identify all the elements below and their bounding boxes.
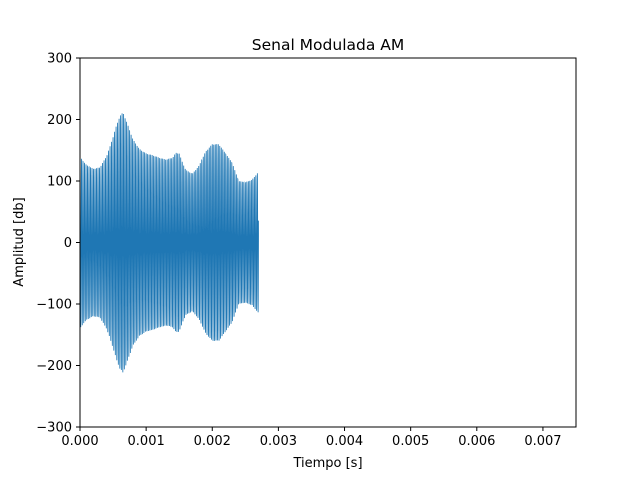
x-tick-label: 0.006 [458, 434, 495, 449]
y-tick-label: 0 [64, 236, 72, 251]
chart-title: Senal Modulada AM [252, 36, 405, 54]
y-axis: −300 −200 −100 0 100 200 300 [36, 52, 80, 436]
y-tick-label: 100 [47, 175, 72, 190]
y-tick-label: −100 [36, 298, 72, 313]
y-axis-label: Amplitud [db] [12, 197, 27, 286]
plot-area [79, 113, 259, 373]
y-tick-label: −200 [36, 359, 72, 374]
x-tick-label: 0.002 [194, 434, 231, 449]
series-line-am-signal [79, 113, 259, 373]
x-tick-label: 0.001 [128, 434, 165, 449]
x-axis: 0.000 0.001 0.002 0.003 0.004 0.005 0.006 0.007 [61, 427, 562, 449]
x-tick-label: 0.007 [524, 434, 561, 449]
x-tick-label: 0.000 [61, 434, 98, 449]
y-tick-label: 200 [47, 113, 72, 128]
y-tick-label: 300 [47, 52, 72, 67]
x-tick-label: 0.003 [260, 434, 297, 449]
x-tick-label: 0.005 [392, 434, 429, 449]
x-tick-label: 0.004 [326, 434, 363, 449]
x-axis-label: Tiempo [s] [292, 456, 362, 471]
y-tick-label: −300 [36, 421, 72, 436]
